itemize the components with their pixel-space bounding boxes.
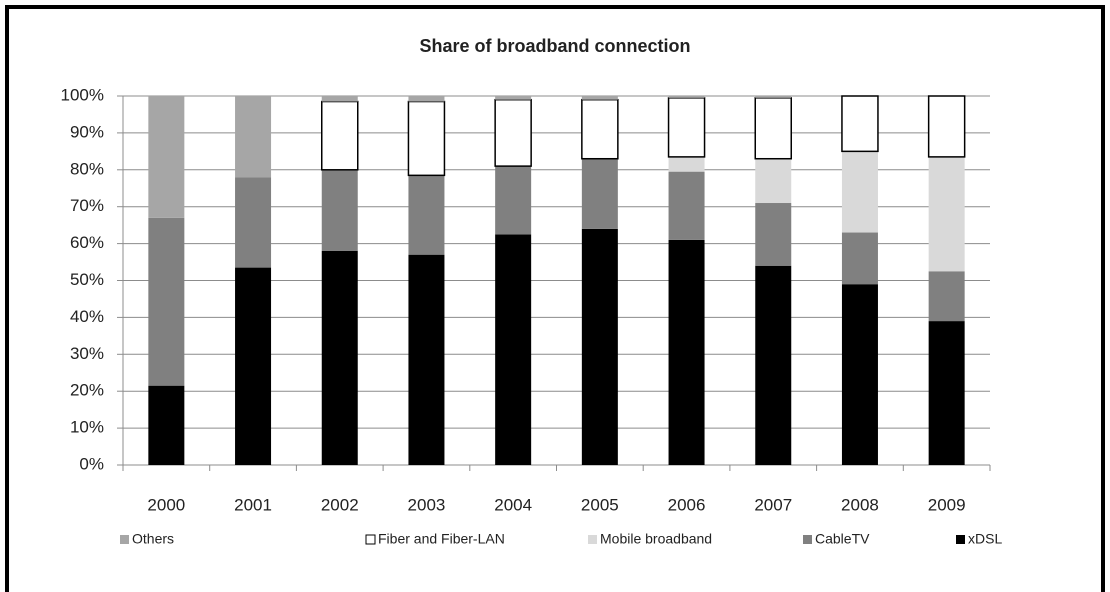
y-tick-label: 20% — [70, 381, 104, 400]
legend-swatch — [588, 535, 597, 544]
bar-segment — [495, 234, 532, 465]
y-tick-label: 60% — [70, 233, 104, 252]
y-tick-label: 80% — [70, 159, 104, 178]
bar-segment — [755, 158, 792, 204]
bar-segment — [668, 239, 705, 465]
legend-label: Mobile broadband — [600, 531, 712, 547]
bar-segment — [408, 254, 445, 465]
bar-segment — [495, 166, 532, 235]
legend-label: xDSL — [968, 531, 1002, 547]
bar-segment — [668, 156, 705, 172]
y-tick-label: 10% — [70, 418, 104, 437]
bar-segment — [321, 169, 358, 251]
bar-segment — [148, 96, 185, 218]
bar-segment — [928, 271, 965, 322]
legend-label: Fiber and Fiber-LAN — [378, 531, 505, 547]
bar-segment — [668, 96, 705, 98]
bar-segment — [841, 284, 878, 465]
bar-segment — [754, 97, 792, 160]
legend-label: Others — [132, 531, 174, 547]
legend-swatch — [956, 535, 965, 544]
x-tick-label: 2005 — [581, 495, 619, 514]
x-tick-label: 2009 — [928, 495, 966, 514]
bar-segment — [841, 232, 878, 285]
x-tick-label: 2004 — [494, 495, 532, 514]
y-tick-label: 100% — [61, 85, 104, 104]
bar-segment — [755, 96, 792, 98]
bar-segment — [321, 96, 358, 102]
bar-segment — [928, 156, 965, 272]
bar-segment — [755, 203, 792, 266]
bar-segment — [494, 98, 532, 167]
x-tick-label: 2008 — [841, 495, 879, 514]
bar-segment — [841, 95, 879, 153]
bar-segment — [235, 96, 272, 178]
y-tick-label: 30% — [70, 344, 104, 363]
bar-segment — [235, 177, 272, 268]
y-tick-label: 70% — [70, 196, 104, 215]
bar-segment — [581, 98, 619, 160]
x-tick-label: 2002 — [321, 495, 359, 514]
legend-swatch — [120, 535, 129, 544]
bar-segment — [408, 96, 445, 102]
x-tick-label: 2000 — [147, 495, 185, 514]
legend-swatch — [803, 535, 812, 544]
bar-segment — [408, 175, 445, 255]
legend-label: CableTV — [815, 531, 870, 547]
bar-segment — [928, 321, 965, 465]
chart-title: Share of broadband connection — [419, 36, 690, 56]
x-tick-label: 2001 — [234, 495, 272, 514]
bar-segment — [581, 228, 618, 465]
y-tick-label: 0% — [79, 454, 104, 473]
bar-segment — [755, 265, 792, 465]
bar-segment — [841, 151, 878, 233]
y-tick-label: 50% — [70, 270, 104, 289]
x-tick-label: 2006 — [668, 495, 706, 514]
bar-segment — [148, 217, 185, 386]
x-tick-label: 2003 — [408, 495, 446, 514]
y-tick-label: 90% — [70, 122, 104, 141]
bar-segment — [235, 267, 272, 465]
bar-segment — [321, 100, 359, 171]
bar-segment — [667, 97, 706, 158]
bar-segment — [581, 96, 618, 100]
bar-segment — [581, 158, 618, 229]
bar-segment — [321, 250, 358, 465]
bar-segment — [407, 100, 446, 177]
x-tick-label: 2007 — [754, 495, 792, 514]
y-tick-label: 40% — [70, 307, 104, 326]
bar-segment — [148, 385, 185, 465]
bar-segment — [495, 96, 532, 100]
bar-segment — [927, 95, 966, 158]
frame — [5, 5, 1105, 592]
bar-segment — [668, 171, 705, 240]
legend-swatch — [365, 534, 376, 545]
